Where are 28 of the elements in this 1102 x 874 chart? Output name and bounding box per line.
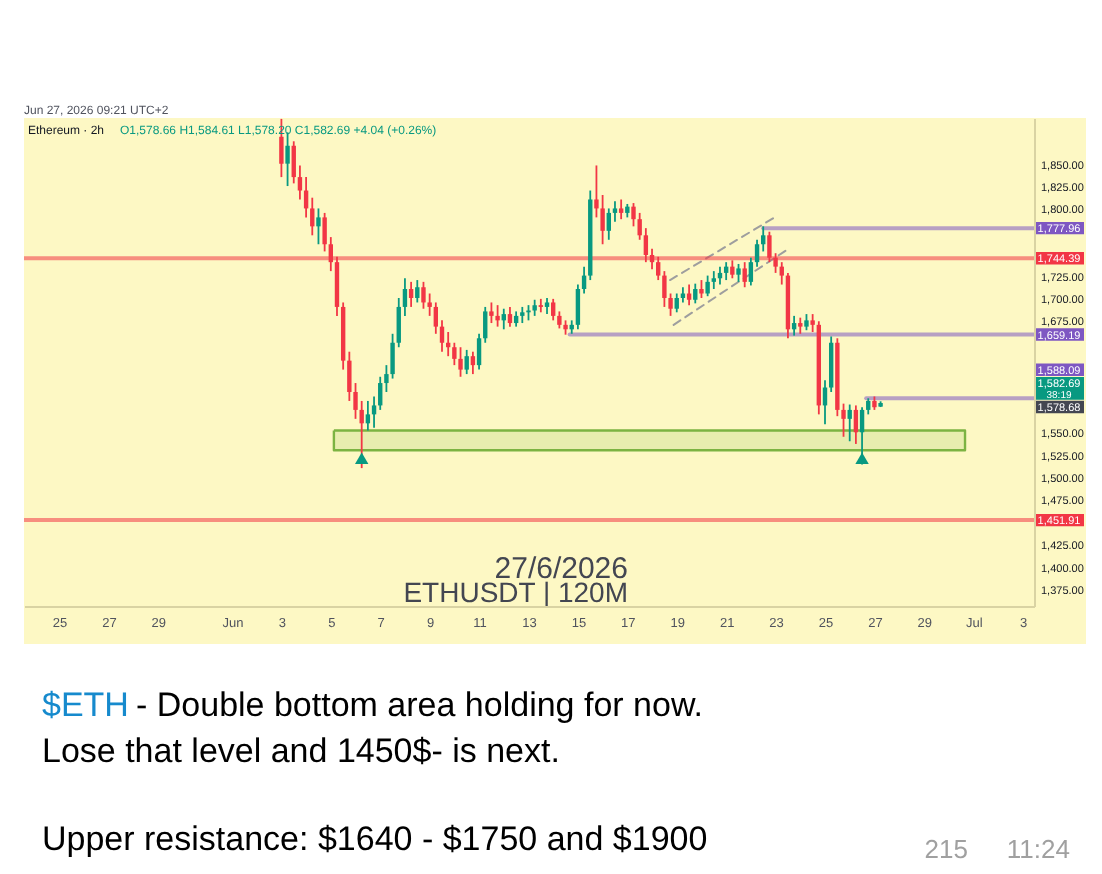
candlestick: [538, 297, 544, 314]
candlestick: [421, 280, 426, 310]
candlestick: [859, 406, 865, 466]
candlestick: [495, 304, 500, 328]
candlestick: [853, 404, 859, 445]
candlestick: [464, 349, 469, 375]
text: - Double bottom area holding for now.: [136, 686, 704, 724]
text: Lose that level and 1450$- is next.: [42, 732, 560, 770]
candlestick: [674, 292, 679, 314]
candlestick: [415, 279, 420, 304]
candlestick: [408, 280, 414, 308]
candlestick: [507, 306, 513, 328]
text: Upper resistance: $1640 - $1750 and $1900: [42, 820, 708, 858]
candlestick: [847, 403, 852, 443]
candlestick: [458, 346, 463, 378]
candlestick: [618, 198, 624, 221]
candlestick: [489, 301, 494, 324]
text: 11:24: [1006, 834, 1070, 864]
text: $ETH: [42, 686, 129, 724]
candlestick: [693, 282, 698, 305]
candlestick: [316, 207, 321, 246]
candlestick: [365, 400, 371, 432]
candlestick: [470, 350, 476, 375]
text: 215: [924, 834, 968, 864]
candlestick: [606, 207, 611, 241]
candlestick: [550, 297, 556, 322]
candlestick: [705, 274, 710, 298]
candlestick: [742, 261, 747, 289]
